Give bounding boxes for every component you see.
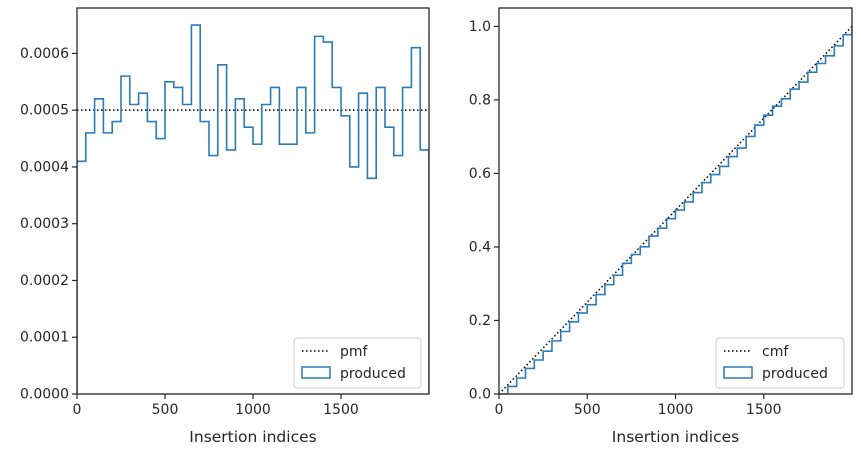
legend-swatch-produced bbox=[301, 366, 331, 379]
right-chart: 0.0 0.2 0.4 0.6 0.8 1.0 0 500 1000 1500 Insertion … bbox=[469, 7, 853, 446]
legend-label: produced bbox=[340, 366, 406, 382]
left-ytick-label: 0.0003 bbox=[20, 216, 69, 232]
legend-label: pmf bbox=[340, 344, 369, 360]
right-xtick-label: 0 bbox=[495, 402, 504, 418]
left-xtick-label: 1000 bbox=[235, 402, 271, 418]
legend-box bbox=[293, 337, 422, 389]
right-xtick-label: 1500 bbox=[746, 402, 782, 418]
right-axes-frame bbox=[498, 7, 853, 395]
left-ytick-label: 0.0001 bbox=[20, 330, 69, 346]
right-series-produced-line bbox=[499, 26, 852, 394]
left-xtick-label: 0 bbox=[73, 402, 82, 418]
legend-label: produced bbox=[762, 366, 828, 382]
left-xtick-label: 500 bbox=[152, 402, 179, 418]
left-ytick-label: 0.0006 bbox=[20, 46, 69, 62]
right-xtick-label: 500 bbox=[574, 402, 601, 418]
right-plot-area bbox=[499, 25, 852, 394]
left-axes-frame bbox=[76, 7, 430, 395]
legend-label: cmf bbox=[762, 344, 789, 360]
left-ytick-label: 0.0005 bbox=[20, 103, 69, 119]
left-legend: pmf produced bbox=[293, 337, 422, 389]
left-plot-area bbox=[77, 24, 429, 394]
left-ytick-label: 0.0002 bbox=[20, 273, 69, 289]
left-ytick-label: 0.0000 bbox=[20, 387, 69, 403]
right-x-axis-label: Insertion indices bbox=[612, 428, 739, 446]
right-xtick-label: 1000 bbox=[658, 402, 694, 418]
legend-swatch-produced bbox=[723, 366, 753, 379]
right-ytick-label: 0.2 bbox=[469, 313, 491, 329]
left-chart: 0.0000 0.0001 0.0002 0.0003 0.0004 0.0005 0.00… bbox=[20, 7, 430, 446]
left-series-produced-line bbox=[77, 24, 429, 394]
right-series-reference-line bbox=[499, 25, 852, 394]
left-x-axis-label: Insertion indices bbox=[189, 428, 316, 446]
left-xtick-label: 1500 bbox=[323, 402, 359, 418]
left-ytick-label: 0.0004 bbox=[20, 159, 69, 175]
right-ytick-label: 0.0 bbox=[469, 387, 491, 403]
right-ytick-label: 0.8 bbox=[469, 92, 491, 108]
right-ytick-label: 0.6 bbox=[469, 166, 491, 182]
right-ytick-label: 1.0 bbox=[469, 19, 491, 35]
right-legend: cmf produced bbox=[715, 337, 845, 389]
right-ytick-label: 0.4 bbox=[469, 239, 491, 255]
